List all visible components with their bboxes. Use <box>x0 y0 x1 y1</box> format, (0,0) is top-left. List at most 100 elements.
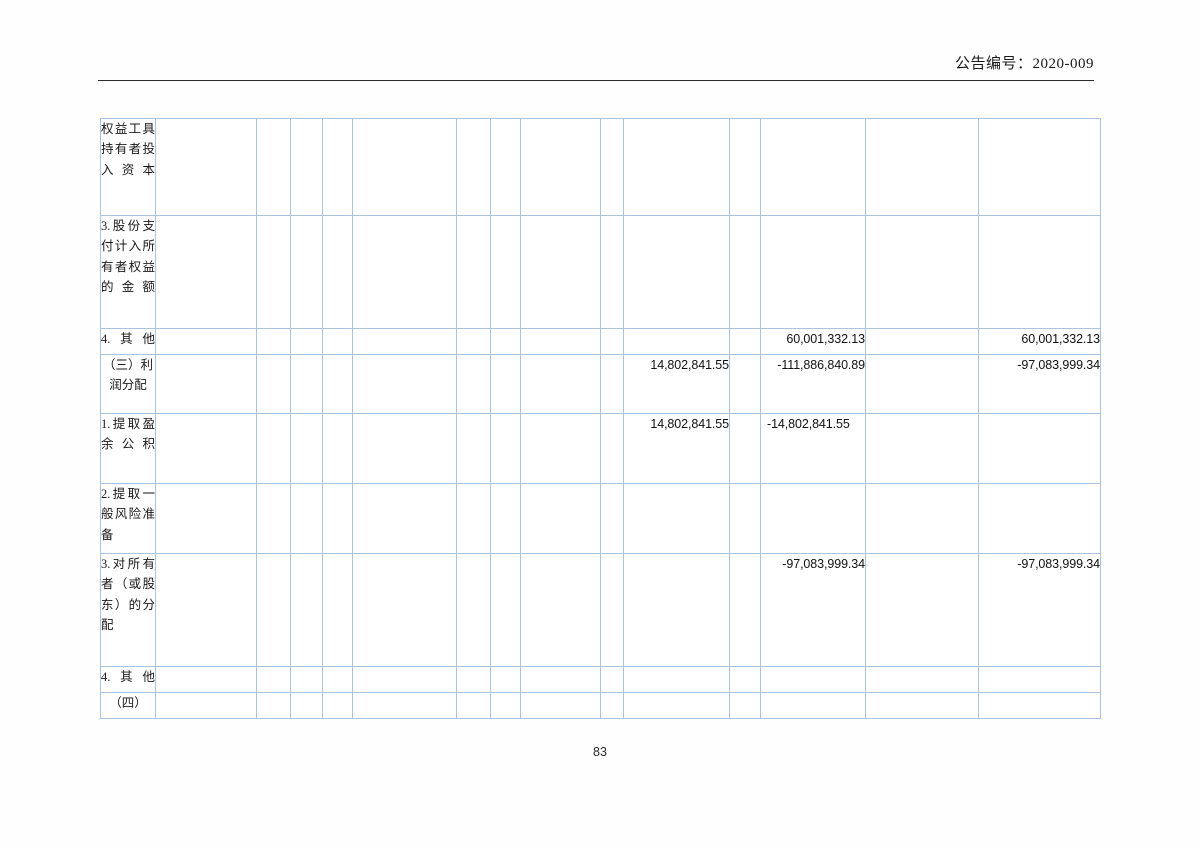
empty-cell <box>290 118 323 216</box>
empty-cell <box>256 483 291 554</box>
table-row: 3.对所有者（或股东）的分配 -97,083,999.34 -97,083,999.… <box>100 553 1101 667</box>
empty-cell <box>760 118 866 216</box>
value-cell: -14,802,841.55 <box>760 413 866 484</box>
empty-cell <box>456 118 491 216</box>
empty-cell <box>352 215 457 329</box>
empty-cell <box>600 692 624 719</box>
row-label-text: 3.对所有者（或股东）的分配 <box>101 557 155 632</box>
row-label-text: 4.其他 <box>101 670 155 684</box>
empty-cell <box>322 354 353 414</box>
empty-cell <box>520 666 601 693</box>
empty-cell <box>978 666 1101 693</box>
empty-cell <box>256 413 291 484</box>
empty-cell <box>600 483 624 554</box>
row-label-cell: 3.股份支付计入所有者权益的金额 <box>100 215 156 329</box>
table-row: 权益工具持有者投入资本 <box>100 118 1101 216</box>
table-row: 4.其他 60,001,332.13 60,001,332.13 <box>100 328 1101 355</box>
empty-cell <box>760 666 866 693</box>
statement-of-changes-in-equity-table: 权益工具持有者投入资本 3.股份支付计入所有者权益的金额 4.其他 60,001,33… <box>100 118 1101 719</box>
empty-cell <box>623 328 730 355</box>
empty-cell <box>623 666 730 693</box>
empty-cell <box>729 354 761 414</box>
empty-cell <box>155 666 257 693</box>
value-cell: 14,802,841.55 <box>623 354 730 414</box>
empty-cell <box>290 413 323 484</box>
empty-cell <box>520 215 601 329</box>
empty-cell <box>352 692 457 719</box>
row-label-cell: 2.提取一般风险准备 <box>100 483 156 554</box>
row-label-cell: （四） <box>100 692 156 719</box>
empty-cell <box>520 553 601 667</box>
empty-cell <box>456 215 491 329</box>
empty-cell <box>623 483 730 554</box>
empty-cell <box>520 118 601 216</box>
table-row: （三）利润分配 14,802,841.55 -111,886,840.89 -97,0… <box>100 354 1101 414</box>
row-label-text: 3.股份支付计入所有者权益的金额 <box>101 219 155 294</box>
row-label-cell: 3.对所有者（或股东）的分配 <box>100 553 156 667</box>
empty-cell <box>155 354 257 414</box>
empty-cell <box>760 215 866 329</box>
empty-cell <box>490 215 521 329</box>
row-label-text: 4.其他 <box>101 332 155 346</box>
empty-cell <box>729 666 761 693</box>
empty-cell <box>322 118 353 216</box>
value-cell: -97,083,999.34 <box>978 354 1101 414</box>
empty-cell <box>155 118 257 216</box>
empty-cell <box>978 483 1101 554</box>
table-row: 3.股份支付计入所有者权益的金额 <box>100 215 1101 329</box>
empty-cell <box>155 328 257 355</box>
page-number: 83 <box>593 745 607 759</box>
empty-cell <box>729 328 761 355</box>
empty-cell <box>978 692 1101 719</box>
empty-cell <box>490 553 521 667</box>
empty-cell <box>322 553 353 667</box>
value-cell: 60,001,332.13 <box>760 328 866 355</box>
table-row: 2.提取一般风险准备 <box>100 483 1101 554</box>
empty-cell <box>352 553 457 667</box>
empty-cell <box>865 328 979 355</box>
row-label-cell: 4.其他 <box>100 328 156 355</box>
empty-cell <box>256 666 291 693</box>
empty-cell <box>290 692 323 719</box>
header-divider <box>98 80 1094 81</box>
row-label-cell: （三）利润分配 <box>100 354 156 414</box>
table-row: 1.提取盈余公积 14,802,841.55 -14,802,841.55 <box>100 413 1101 484</box>
empty-cell <box>865 118 979 216</box>
empty-cell <box>865 692 979 719</box>
row-label-text: 权益工具持有者投入资本 <box>101 122 155 177</box>
empty-cell <box>456 692 491 719</box>
empty-cell <box>322 215 353 329</box>
empty-cell <box>256 553 291 667</box>
empty-cell <box>322 666 353 693</box>
empty-cell <box>352 354 457 414</box>
empty-cell <box>490 483 521 554</box>
empty-cell <box>456 483 491 554</box>
empty-cell <box>865 666 979 693</box>
empty-cell <box>520 413 601 484</box>
empty-cell <box>256 692 291 719</box>
empty-cell <box>352 483 457 554</box>
empty-cell <box>155 413 257 484</box>
empty-cell <box>322 413 353 484</box>
empty-cell <box>865 215 979 329</box>
empty-cell <box>520 692 601 719</box>
empty-cell <box>290 553 323 667</box>
empty-cell <box>456 553 491 667</box>
value-cell: 60,001,332.13 <box>978 328 1101 355</box>
row-label-text: 2.提取一般风险准备 <box>101 487 155 542</box>
equity-changes-table-container: 权益工具持有者投入资本 3.股份支付计入所有者权益的金额 4.其他 60,001,33… <box>100 118 1101 719</box>
empty-cell <box>600 328 624 355</box>
empty-cell <box>256 118 291 216</box>
empty-cell <box>155 553 257 667</box>
empty-cell <box>456 413 491 484</box>
page-header: 公告编号：2020-009 <box>98 52 1094 82</box>
empty-cell <box>290 354 323 414</box>
empty-cell <box>978 215 1101 329</box>
value-cell: -97,083,999.34 <box>978 553 1101 667</box>
empty-cell <box>352 666 457 693</box>
empty-cell <box>600 354 624 414</box>
value-cell: -97,083,999.34 <box>760 553 866 667</box>
empty-cell <box>290 215 323 329</box>
empty-cell <box>600 118 624 216</box>
